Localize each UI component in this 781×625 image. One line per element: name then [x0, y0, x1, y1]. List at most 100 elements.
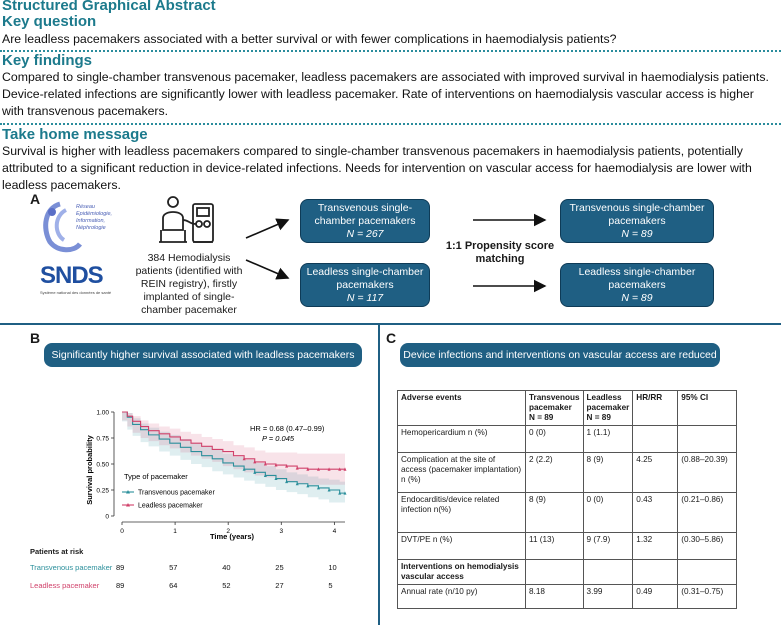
censor-mark [242, 457, 246, 461]
panel-divider [378, 323, 380, 625]
table-cell: 8.18 [525, 584, 584, 609]
table-cell: Annual rate (n/10 py) [397, 584, 526, 609]
hazard-ratio-text: HR = 0.68 (0.47–0.99) [250, 424, 325, 433]
ci-band-transvenous [122, 412, 345, 503]
key-findings-heading: Key findings [2, 52, 93, 69]
table-cell: Interventions on hemodialysis vascular a… [397, 559, 526, 585]
table-header-cell: Leadless pacemaker N = 89 [582, 390, 634, 426]
table-cell: 0 (0) [582, 492, 634, 533]
censor-mark [285, 464, 289, 468]
risk-row-label-transvenous: Transvenous pacemaker [30, 563, 113, 572]
censor-mark [285, 479, 289, 484]
chart-legend: Transvenous pacemaker Leadless pacemaker [122, 490, 215, 510]
table-cell [632, 559, 679, 585]
box-label: Leadless single-chamber pacemakers [578, 265, 696, 291]
population-text: 384 Hemodialysis patients (identified wi… [135, 252, 243, 316]
risk-table-value: 52 [222, 581, 231, 590]
censor-mark [274, 463, 278, 467]
p-value-text: P = 0.045 [262, 434, 295, 443]
table-row: Endocarditis/device related infection n(… [397, 492, 738, 533]
table-cell [677, 559, 738, 585]
panel-a-letter: A [30, 191, 41, 207]
censor-mark [253, 460, 257, 464]
table-cell: Hemopericardium n (%) [397, 425, 526, 453]
table-cell: 1 (1.1) [582, 425, 634, 453]
table-cell: Endocarditis/device related infection n(… [397, 492, 526, 533]
censor-mark [295, 481, 299, 486]
y-tick-label: 0.75 [96, 436, 109, 443]
legend-label: Leadless pacemaker [138, 503, 203, 510]
km-plot-area: 0 0.25 0.50 0.75 1.00 0 1 2 3 4 [96, 410, 347, 535]
censor-mark [295, 466, 299, 470]
censor-mark [343, 467, 347, 471]
box-leadless-before: Leadless single-chamber pacemakers N = 1… [300, 263, 430, 307]
panel-c-banner: Device infections and interventions on v… [400, 343, 720, 367]
censor-mark [338, 491, 342, 495]
x-axis-label: Time (years) [210, 532, 255, 541]
hemodialysis-patient-icon [157, 194, 219, 253]
box-n: N = 89 [621, 291, 653, 304]
table-cell [632, 425, 679, 453]
table-header-cell: Adverse events [397, 390, 526, 426]
divider [0, 50, 781, 52]
table-header-cell: Transvenous pacemaker N = 89 [525, 390, 584, 426]
table-row: DVT/PE n (%) 11 (13) 9 (7.9) 1.32 (0.30–… [397, 532, 738, 560]
legend-marker [126, 490, 130, 494]
risk-table-title: Patients at risk [30, 547, 84, 556]
matching-label: 1:1 Propensity score matching [445, 240, 555, 265]
table-header-cell: HR/RR [632, 390, 679, 426]
legend-title: Type of pacemaker [124, 472, 188, 481]
table-header-cell: 95% CI [677, 390, 738, 426]
box-n: N = 117 [346, 291, 384, 304]
abstract-title: Structured Graphical Abstract [2, 0, 216, 14]
box-leadless-after: Leadless single-chamber pacemakers N = 8… [560, 263, 714, 307]
censor-mark [242, 467, 246, 471]
risk-table-value: 25 [275, 563, 284, 572]
take-home-heading: Take home message [2, 126, 148, 143]
censor-mark [263, 462, 267, 466]
censor-mark [316, 467, 320, 471]
y-tick-label: 0.25 [96, 488, 109, 495]
snds-logo: SNDS [40, 262, 104, 289]
table-cell [582, 559, 634, 585]
panel-b-banner: Significantly higher survival associated… [44, 343, 362, 367]
table-cell: Complication at the site of access (pace… [397, 452, 526, 493]
censor-mark [327, 467, 331, 471]
table-row: Interventions on hemodialysis vascular a… [397, 559, 738, 585]
table-cell: (0.31–0.75) [677, 584, 738, 609]
table-cell: 0.43 [632, 492, 679, 533]
box-transvenous-after: Transvenous single-chamber pacemakers N … [560, 199, 714, 243]
table-cell: 0 (0) [525, 425, 584, 453]
table-cell: 8 (9) [525, 492, 584, 533]
y-axis-label: Survival probability [85, 434, 94, 504]
x-tick-label: 3 [279, 528, 283, 535]
rein-logo-line: Information, [76, 218, 106, 224]
km-survival-chart: 0 0.25 0.50 0.75 1.00 0 1 2 3 4 HR = 0.68 (0.47–0… [85, 410, 347, 541]
table-cell: 3.99 [582, 584, 634, 609]
table-cell: 4.25 [632, 452, 679, 493]
survival-line-leadless [122, 411, 345, 470]
x-tick-label: 4 [333, 528, 337, 535]
risk-table-value: 57 [169, 563, 178, 572]
key-question-text: Are leadless pacemakers associated with … [2, 32, 617, 46]
risk-table-value: 89 [116, 563, 125, 572]
arrow [245, 259, 290, 280]
box-transvenous-before: Transvenous single-chamber pacemakers N … [300, 199, 430, 243]
risk-row-label-leadless: Leadless pacemaker [30, 581, 100, 590]
censor-mark [343, 491, 347, 495]
flow-arrows [245, 213, 547, 293]
panel-divider [0, 323, 781, 325]
divider [0, 123, 781, 125]
table-cell: 1.32 [632, 532, 679, 560]
table-cell: (0.88–20.39) [677, 452, 738, 493]
table-cell: 0.49 [632, 584, 679, 609]
censor-mark [327, 488, 331, 492]
rein-logo-graphic [43, 201, 82, 253]
risk-table-value: 10 [328, 563, 337, 572]
adverse-events-table: Adverse events Transvenous pacemaker N =… [397, 390, 738, 609]
rein-logo-line: Néphrologie [76, 225, 106, 231]
hemodialysis-patient-graphic [159, 196, 214, 243]
censor-mark [338, 467, 342, 471]
risk-table-value: 64 [169, 581, 178, 590]
table-cell: 8 (9) [582, 452, 634, 493]
